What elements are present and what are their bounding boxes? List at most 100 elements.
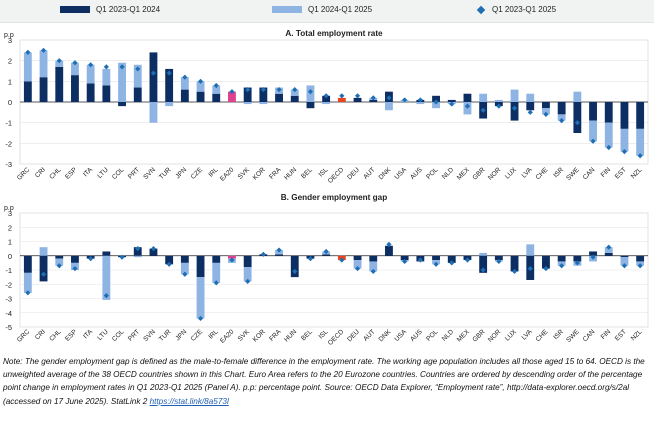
bar-cri-2023-2024 xyxy=(39,255,48,282)
bar-pol-2023-2024 xyxy=(432,95,440,102)
bar-irl-2024-2025 xyxy=(212,262,221,283)
bar-esp-2023-2024 xyxy=(71,255,79,263)
bar-grc-2023-2024 xyxy=(23,81,32,102)
marker-isl-total xyxy=(323,93,329,99)
x-tick-label-isl: ISL xyxy=(318,166,330,178)
x-tick-label-swe: SWE xyxy=(565,166,581,182)
chart-title: A. Total employment rate xyxy=(285,29,383,38)
statlink-link[interactable]: https://stat.link/8a573l xyxy=(149,396,229,406)
bar-nzl-2023-2024 xyxy=(636,102,645,129)
bar-jpn-2023-2024 xyxy=(180,255,189,263)
marker-aut-total xyxy=(370,268,376,275)
bar-lux-2023-2024 xyxy=(510,102,519,121)
bar-cri-2024-2025 xyxy=(39,247,48,256)
x-tick-label-tur: TUR xyxy=(158,328,173,343)
marker-aus-total xyxy=(417,257,423,263)
x-tick-label-lva: LVA xyxy=(521,166,534,179)
x-tick-label-deu: DEU xyxy=(346,328,361,343)
bar-est-2023-2024 xyxy=(620,102,629,129)
bar-jpn-2024-2025 xyxy=(180,77,189,90)
bar-nor-2024-2025 xyxy=(494,99,503,102)
bar-gbr-2024-2025 xyxy=(479,252,488,256)
bar-chl-2023-2024 xyxy=(55,66,64,102)
y-tick-label: -2 xyxy=(5,280,12,289)
marker-pol-total xyxy=(433,261,439,267)
bar-tur-2023-2024 xyxy=(165,255,174,265)
x-tick-label-kor: KOR xyxy=(252,328,267,343)
bar-svk-2023-2024 xyxy=(243,255,252,268)
bar-lva-2024-2025 xyxy=(526,93,535,102)
legend-label: Q1 2023-Q1 2025 xyxy=(492,5,557,14)
bar-swe-2023-2024 xyxy=(573,255,582,262)
marker-esp-total xyxy=(72,60,78,66)
y-tick-label: -5 xyxy=(5,323,12,332)
x-tick-label-col: COL xyxy=(111,328,126,343)
bar-svn-2023-2024 xyxy=(149,248,158,256)
y-tick-label: 3 xyxy=(8,209,12,218)
marker-chl-total xyxy=(56,58,62,64)
marker-est-total xyxy=(621,263,628,269)
marker-bel-total xyxy=(307,89,314,95)
bar-fra-2023-2024 xyxy=(275,93,283,102)
marker-fin-total xyxy=(606,244,612,250)
x-tick-label-can: CAN xyxy=(582,166,597,181)
bar-ea20-2023-2024 xyxy=(228,91,236,102)
y-tick-label: -4 xyxy=(5,309,12,318)
x-tick-label-cri: CRI xyxy=(34,166,47,179)
bar-chl-2023-2024 xyxy=(55,255,64,259)
x-tick-label-ea20: EA20 xyxy=(219,166,236,183)
bar-prt-2024-2025 xyxy=(133,64,142,88)
x-tick-label-oecd: OECD xyxy=(327,328,346,347)
bar-isl-2023-2024 xyxy=(322,254,331,256)
marker-usa-total xyxy=(402,97,408,103)
bar-che-2023-2024 xyxy=(542,102,550,109)
marker-nor-total xyxy=(496,103,502,109)
x-tick-label-kor: KOR xyxy=(252,166,267,181)
x-tick-label-nzl: NZL xyxy=(630,166,644,180)
marker-che-total xyxy=(543,111,549,117)
bar-grc-2023-2024 xyxy=(23,255,32,273)
bar-dnk-2024-2025 xyxy=(385,102,393,111)
legend-label: Q1 2023-Q1 2024 xyxy=(96,5,161,14)
bar-cze-2024-2025 xyxy=(196,81,205,92)
x-tick-label-pol: POL xyxy=(425,166,440,181)
bar-svk-2024-2025 xyxy=(243,102,252,105)
marker-svn-total xyxy=(150,70,157,76)
marker-fin-total xyxy=(606,144,612,151)
bar-can-2023-2024 xyxy=(589,102,597,121)
bar-prt-2024-2025 xyxy=(133,255,142,258)
marker-fra-total xyxy=(276,87,282,93)
bar-isr-2023-2024 xyxy=(557,255,566,262)
marker-ltu-total xyxy=(103,64,109,70)
bar-svk-2023-2024 xyxy=(243,87,252,102)
bar-tur-2023-2024 xyxy=(165,68,174,102)
bar-fin-2023-2024 xyxy=(604,252,613,256)
bar-swe-2023-2024 xyxy=(573,102,582,133)
marker-svn-total xyxy=(150,246,157,252)
x-tick-label-irl: IRL xyxy=(207,166,219,178)
x-tick-label-cze: CZE xyxy=(190,328,205,343)
marker-lva-total xyxy=(527,109,533,115)
x-tick-label-jpn: JPN xyxy=(174,166,188,180)
marker-prt-total xyxy=(135,66,141,72)
marker-tur-total xyxy=(166,261,172,267)
x-tick-label-prt: PRT xyxy=(127,328,141,342)
marker-che-total xyxy=(543,265,549,272)
x-tick-label-aus: AUS xyxy=(409,166,424,181)
marker-prt-total xyxy=(135,246,141,252)
bar-esp-2023-2024 xyxy=(71,75,79,102)
bar-hun-2024-2025 xyxy=(290,89,299,96)
marker-aus-total xyxy=(417,97,423,103)
marker-nzl-total xyxy=(637,263,643,269)
legend-item-q1-2023-q1-2024: Q1 2023-Q1 2024 xyxy=(60,5,160,14)
x-tick-label-isr: ISR xyxy=(552,328,565,341)
marker-nzl-total xyxy=(637,153,643,159)
marker-lva-total xyxy=(527,265,533,272)
x-tick-label-chl: CHL xyxy=(48,166,63,181)
y-tick-label: -3 xyxy=(5,160,12,169)
marker-isr-total xyxy=(559,118,565,124)
marker-isl-total xyxy=(323,248,329,255)
y-tick-label: -1 xyxy=(5,119,12,128)
bar-est-2024-2025 xyxy=(620,128,629,152)
bar-fin-2024-2025 xyxy=(604,122,613,148)
